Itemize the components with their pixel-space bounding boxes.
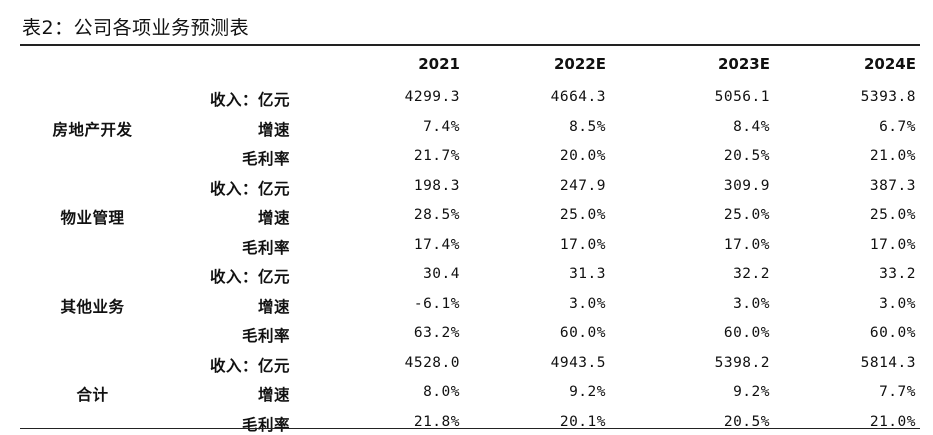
table-cell: 60.0% — [559, 325, 606, 341]
table-cell: 60.0% — [723, 325, 770, 341]
table-cell: 8.4% — [733, 118, 770, 135]
table-cell: 8.5% — [569, 118, 606, 135]
table-cell: 17.0% — [869, 236, 916, 253]
table-cell: 7.7% — [879, 384, 916, 400]
header-rule — [20, 44, 920, 46]
table-cell: 3.0% — [733, 295, 770, 312]
table-cell: 3.0% — [879, 295, 916, 312]
table-cell: 9.2% — [733, 384, 770, 400]
table-cell: 17.4% — [413, 236, 460, 253]
table-cell: 20.1% — [559, 413, 606, 430]
segment-label: 房地产开发 — [52, 120, 133, 139]
metric-label: 增速 — [257, 297, 290, 316]
column-header: 2024E — [864, 55, 916, 73]
table-cell: 30.4 — [423, 266, 460, 282]
table-cell: 17.0% — [723, 236, 770, 253]
table-cell: 5056.1 — [714, 89, 770, 105]
table-cell: 21.0% — [869, 148, 916, 164]
metric-label: 毛利率 — [241, 150, 290, 168]
table-cell: 198.3 — [413, 177, 460, 194]
metric-label: 收入：亿元 — [209, 179, 290, 198]
table-cell: 21.7% — [413, 148, 460, 164]
column-header: 2022E — [554, 55, 606, 73]
column-header: 2021 — [418, 55, 460, 73]
table-cell: 5398.2 — [714, 354, 770, 371]
table-cell: 6.7% — [879, 118, 916, 135]
table-cell: -6.1% — [413, 295, 460, 312]
table-cell: 28.5% — [413, 207, 460, 223]
segment-label: 物业管理 — [60, 209, 125, 227]
table-cell: 4299.3 — [404, 89, 460, 105]
table-cell: 7.4% — [423, 118, 460, 135]
table-cell: 4664.3 — [550, 89, 606, 105]
table-cell: 33.2 — [879, 266, 916, 282]
table-cell: 5814.3 — [860, 354, 916, 371]
table-cell: 309.9 — [723, 177, 770, 194]
column-header: 2023E — [718, 55, 770, 73]
table-cell: 5393.8 — [860, 89, 916, 105]
table-cell: 20.5% — [723, 148, 770, 164]
metric-label: 毛利率 — [241, 327, 290, 345]
table-cell: 21.0% — [869, 413, 916, 430]
metric-label: 毛利率 — [241, 415, 290, 434]
segment-label: 其他业务 — [60, 297, 125, 316]
table-cell: 3.0% — [569, 295, 606, 312]
table-cell: 4943.5 — [550, 354, 606, 371]
table-cell: 63.2% — [413, 325, 460, 341]
metric-label: 增速 — [257, 209, 290, 227]
table-cell: 387.3 — [869, 177, 916, 194]
metric-label: 增速 — [257, 120, 290, 139]
table-cell: 20.0% — [559, 148, 606, 164]
table-cell: 4528.0 — [404, 354, 460, 371]
table-cell: 247.9 — [559, 177, 606, 194]
segment-label: 合计 — [76, 386, 109, 404]
metric-label: 收入：亿元 — [209, 356, 290, 375]
table-title: 表2：公司各项业务预测表 — [22, 17, 250, 39]
metric-label: 增速 — [257, 386, 290, 404]
table-cell: 20.5% — [723, 413, 770, 430]
metric-label: 收入：亿元 — [209, 91, 290, 109]
table-cell: 25.0% — [723, 207, 770, 223]
table-cell: 32.2 — [733, 266, 770, 282]
table-cell: 25.0% — [559, 207, 606, 223]
table-cell: 8.0% — [423, 384, 460, 400]
table-cell: 60.0% — [869, 325, 916, 341]
table-cell: 31.3 — [569, 266, 606, 282]
table-cell: 25.0% — [869, 207, 916, 223]
table-cell: 21.8% — [413, 413, 460, 430]
metric-label: 收入：亿元 — [209, 268, 290, 286]
table-cell: 9.2% — [569, 384, 606, 400]
metric-label: 毛利率 — [241, 238, 290, 257]
bottom-rule — [20, 428, 920, 429]
table-cell: 17.0% — [559, 236, 606, 253]
